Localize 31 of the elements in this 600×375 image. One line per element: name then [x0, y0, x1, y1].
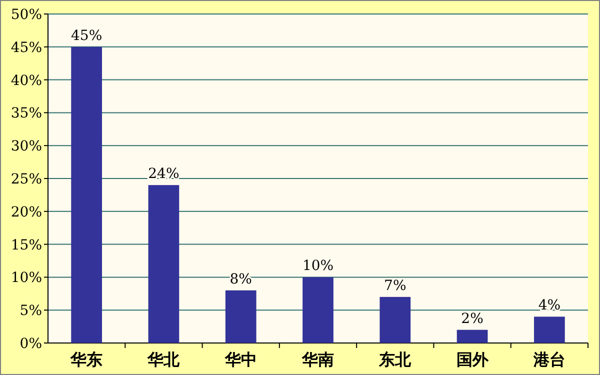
x-tick-label: 东北 [378, 350, 412, 369]
x-tick-label: 华北 [146, 350, 181, 369]
y-tick-label: 20% [10, 204, 42, 220]
data-label: 10% [302, 258, 334, 274]
y-tick-label: 30% [10, 138, 42, 155]
y-tick-label: 25% [10, 172, 42, 188]
data-label: 24% [148, 166, 180, 182]
bar [302, 277, 334, 343]
y-tick-label: 0% [20, 336, 42, 352]
data-label: 2% [461, 310, 484, 327]
y-tick-label: 15% [10, 237, 42, 254]
x-tick-label: 华中 [224, 350, 257, 369]
x-tick-label: 华东 [70, 350, 103, 369]
x-tick-label: 华南 [301, 350, 334, 369]
y-tick-label: 35% [10, 106, 42, 122]
data-label: 45% [71, 28, 102, 44]
x-tick-label: 港台 [532, 350, 566, 369]
bar [148, 185, 180, 343]
bar [380, 296, 411, 343]
y-tick-label: 45% [10, 40, 42, 56]
y-tick-label: 50% [10, 7, 42, 23]
data-label: 4% [538, 298, 561, 314]
bar [225, 290, 256, 343]
bar [534, 316, 565, 343]
bar [456, 330, 488, 343]
y-tick-label: 5% [20, 303, 42, 320]
y-tick-label: 10% [10, 270, 42, 286]
x-tick-label: 国外 [456, 350, 490, 369]
data-label: 7% [384, 278, 406, 294]
y-tick-label: 40% [10, 72, 42, 89]
bar [71, 46, 102, 343]
